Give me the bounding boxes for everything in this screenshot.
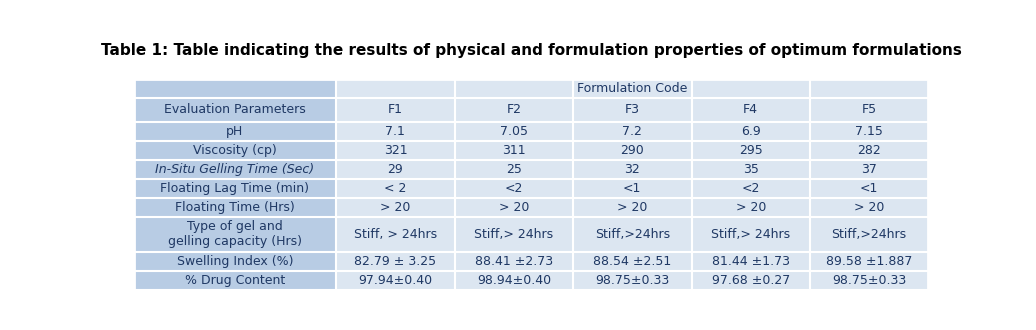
Text: < 2: < 2: [384, 182, 406, 195]
Text: 7.2: 7.2: [623, 125, 642, 138]
Text: Stiff,> 24hrs: Stiff,> 24hrs: [474, 228, 553, 241]
Text: <2: <2: [742, 182, 760, 195]
Text: Stiff,>24hrs: Stiff,>24hrs: [832, 228, 906, 241]
Text: F1: F1: [387, 103, 403, 116]
Text: 82.79 ± 3.25: 82.79 ± 3.25: [354, 255, 436, 268]
Text: Floating Lag Time (min): Floating Lag Time (min): [161, 182, 310, 195]
Text: Formulation Code: Formulation Code: [577, 82, 688, 95]
Text: 32: 32: [625, 163, 640, 176]
Text: Table 1: Table indicating the results of physical and formulation properties of : Table 1: Table indicating the results of…: [100, 44, 961, 58]
Text: 321: 321: [383, 144, 407, 157]
Text: 7.1: 7.1: [385, 125, 405, 138]
Text: 81.44 ±1.73: 81.44 ±1.73: [712, 255, 789, 268]
Bar: [337, 160, 928, 179]
Text: Floating Time (Hrs): Floating Time (Hrs): [175, 201, 294, 214]
Bar: [337, 79, 928, 98]
Text: 6.9: 6.9: [741, 125, 760, 138]
Text: 98.75±0.33: 98.75±0.33: [832, 274, 906, 287]
Text: <1: <1: [623, 182, 641, 195]
Text: 88.41 ±2.73: 88.41 ±2.73: [474, 255, 553, 268]
Text: Stiff,>24hrs: Stiff,>24hrs: [595, 228, 670, 241]
Bar: [134, 79, 928, 290]
Text: > 20: > 20: [498, 201, 529, 214]
Text: F4: F4: [743, 103, 758, 116]
Text: 7.15: 7.15: [856, 125, 883, 138]
Text: 98.94±0.40: 98.94±0.40: [477, 274, 551, 287]
Text: 98.75±0.33: 98.75±0.33: [595, 274, 669, 287]
Text: Stiff, > 24hrs: Stiff, > 24hrs: [354, 228, 437, 241]
Text: Viscosity (cp): Viscosity (cp): [193, 144, 277, 157]
Text: F2: F2: [507, 103, 521, 116]
Bar: [337, 98, 928, 121]
Text: 88.54 ±2.51: 88.54 ±2.51: [594, 255, 671, 268]
Text: 311: 311: [502, 144, 525, 157]
Text: > 20: > 20: [854, 201, 885, 214]
Text: F5: F5: [862, 103, 876, 116]
Bar: [337, 251, 928, 271]
Text: In-Situ Gelling Time (Sec): In-Situ Gelling Time (Sec): [155, 163, 314, 176]
Bar: [337, 217, 928, 251]
Text: 295: 295: [739, 144, 762, 157]
Text: > 20: > 20: [736, 201, 766, 214]
Text: 282: 282: [858, 144, 881, 157]
Bar: [337, 141, 928, 160]
Text: % Drug Content: % Drug Content: [184, 274, 285, 287]
Text: 37: 37: [861, 163, 877, 176]
Text: Evaluation Parameters: Evaluation Parameters: [164, 103, 306, 116]
Text: 97.94±0.40: 97.94±0.40: [358, 274, 432, 287]
Text: F3: F3: [625, 103, 640, 116]
Text: Type of gel and
gelling capacity (Hrs): Type of gel and gelling capacity (Hrs): [168, 220, 301, 248]
Text: > 20: > 20: [617, 201, 648, 214]
Text: 97.68 ±0.27: 97.68 ±0.27: [712, 274, 789, 287]
Text: Swelling Index (%): Swelling Index (%): [176, 255, 293, 268]
Text: <1: <1: [860, 182, 879, 195]
Text: > 20: > 20: [380, 201, 410, 214]
Text: 29: 29: [387, 163, 403, 176]
Bar: [337, 198, 928, 217]
Bar: [337, 121, 928, 141]
Bar: [337, 179, 928, 198]
Text: Stiff,> 24hrs: Stiff,> 24hrs: [711, 228, 790, 241]
Text: <2: <2: [505, 182, 523, 195]
Text: 89.58 ±1.887: 89.58 ±1.887: [826, 255, 913, 268]
Bar: [337, 271, 928, 290]
Text: pH: pH: [226, 125, 243, 138]
Text: 25: 25: [506, 163, 522, 176]
Text: 35: 35: [743, 163, 758, 176]
Text: 290: 290: [621, 144, 644, 157]
Text: 7.05: 7.05: [499, 125, 528, 138]
